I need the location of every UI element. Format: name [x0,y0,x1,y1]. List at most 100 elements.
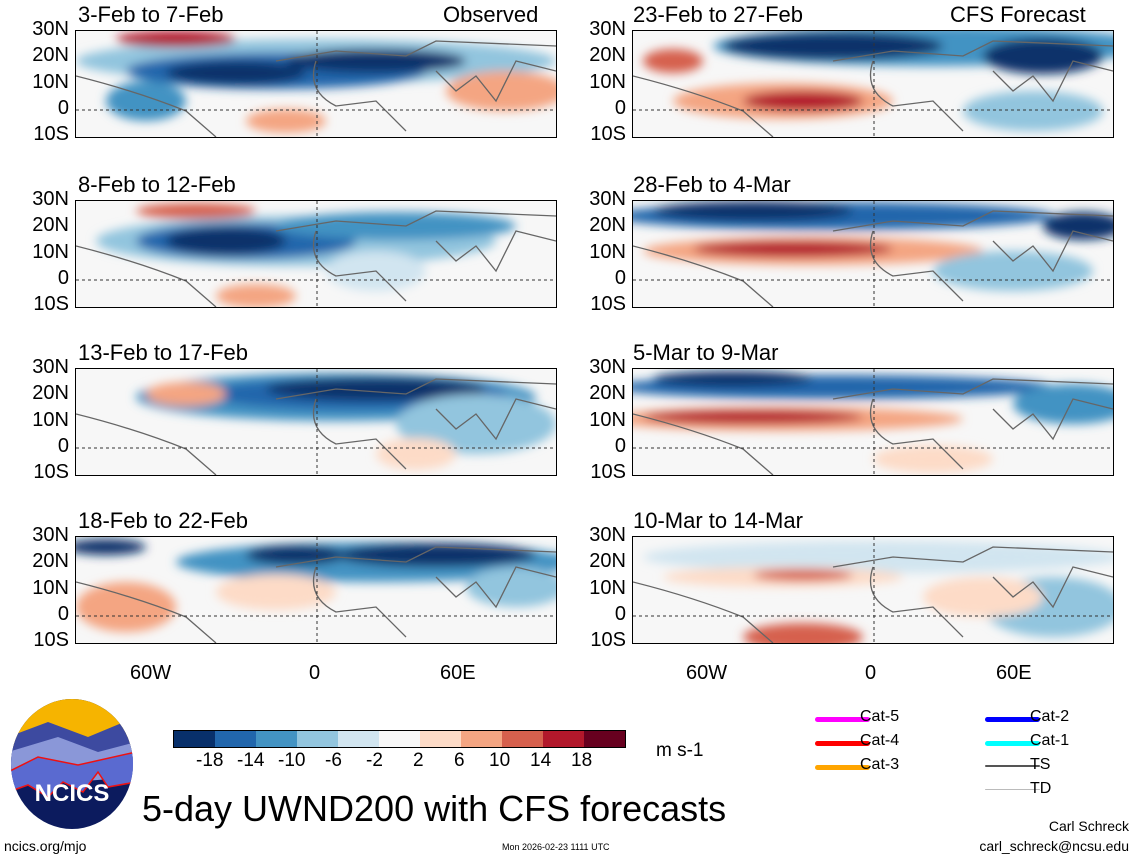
panel-title: 28-Feb to 4-Mar [633,172,791,197]
coastline [76,546,556,643]
lat-label: 0 [614,266,626,289]
lat-label: 10N [32,408,69,431]
wind-anomaly-region [1013,384,1113,424]
legend-line [985,789,1040,790]
legend-label: Cat-4 [860,732,900,749]
colorbar-swatch [297,731,338,747]
legend-label: Cat-5 [860,708,900,725]
coastline [633,210,1113,307]
email[interactable]: carl_schreck@ncsu.edu [979,838,1129,854]
lat-label: 30N [32,188,69,210]
legend-line [985,717,1040,722]
legend-line [815,741,870,746]
wind-anomaly-region [753,569,853,581]
colorbar-swatch [338,731,379,747]
author: Carl Schreck [1048,818,1129,834]
colorbar-tick: -14 [237,750,265,771]
colorbar-swatch [461,731,502,747]
wind-anomaly-region [376,438,456,470]
wind-anomaly-region [276,212,516,240]
wind-anomaly-region [266,377,486,401]
wind-anomaly-region [246,109,326,133]
colorbar-swatch [379,731,420,747]
legend-label: Cat-3 [860,756,900,773]
lat-label: 20N [32,44,69,67]
lat-label: 10S [590,123,626,146]
colorbar [173,730,626,748]
wind-anomaly-region [116,31,236,47]
colorbar-swatch [174,731,215,747]
wind-anomaly-region [983,38,1103,74]
lat-label: 20N [32,382,69,405]
map-panel [632,536,1114,644]
lat-label: 20N [589,382,626,405]
wind-anomaly-region [106,81,186,121]
timestamp: Mon 2026-02-23 1111 UTC [502,842,610,852]
lat-label: 10N [589,70,626,93]
colorbar-tick: 2 [413,750,424,771]
lon-label: 0 [309,662,321,684]
map-panel [75,368,557,476]
footer-url[interactable]: ncics.org/mjo [4,838,87,854]
coastline [76,210,556,307]
lat-label: 0 [57,96,69,119]
lat-label: 10S [33,461,69,484]
lat-label: 10N [589,408,626,431]
lat-label: 10S [33,123,69,146]
wind-anomaly-region [216,574,336,610]
coastline [633,40,1113,137]
lat-label: 10S [590,629,626,652]
map-panel [75,536,557,644]
lat-label: 10N [589,240,626,263]
wind-anomaly-region [146,382,226,406]
lon-label: 60E [440,662,476,684]
panel-title: 23-Feb to 27-Feb [633,2,803,27]
lat-label: 10N [589,576,626,599]
wind-anomaly-region [743,623,863,643]
wind-anomaly-region [286,49,466,73]
coastline [633,546,1113,643]
wind-anomaly-region [933,251,1093,291]
map-panel [632,30,1114,138]
lat-label: 10S [33,629,69,652]
wind-anomaly-region [643,541,1113,573]
legend-label: TS [1030,756,1051,773]
lat-label: 30N [589,18,626,40]
map-panel [632,368,1114,476]
lon-label: 60W [686,662,728,684]
panel-title: 18-Feb to 22-Feb [78,508,248,533]
colorbar-tick: 14 [530,750,552,771]
wind-anomaly-region [136,203,256,219]
legend-line [985,765,1040,767]
wind-anomaly-region [653,201,853,221]
wind-anomaly-region [643,49,703,73]
wind-anomaly-region [216,284,296,307]
lat-label: 10S [590,461,626,484]
colorbar-tick: 10 [489,750,511,771]
lat-label: 0 [57,602,69,625]
panel-title: 13-Feb to 17-Feb [78,340,248,365]
lat-label: 30N [32,524,69,546]
lat-label: 0 [614,434,626,457]
ncics-logo: NCICS [11,699,133,829]
map-panel [75,200,557,308]
lat-label: 20N [589,44,626,67]
wind-anomaly-region [693,241,893,257]
units-label: m s-1 [656,740,704,761]
observed-label: Observed [443,2,539,27]
wind-anomaly-region [653,371,813,387]
panel-title: 10-Mar to 14-Mar [633,508,803,533]
lat-label: 20N [32,550,69,573]
wind-anomaly-region [723,32,943,60]
colorbar-tick: -2 [366,750,383,771]
lat-label: 20N [32,214,69,237]
colorbar-swatch [256,731,297,747]
lat-label: 10N [32,240,69,263]
coastline [76,40,556,137]
lat-label: 0 [57,434,69,457]
coastline [633,378,1113,475]
panel-title: 3-Feb to 7-Feb [78,2,224,27]
wind-anomaly-region [743,91,863,111]
lat-label: 30N [32,356,69,378]
wind-anomaly-region [166,61,306,85]
